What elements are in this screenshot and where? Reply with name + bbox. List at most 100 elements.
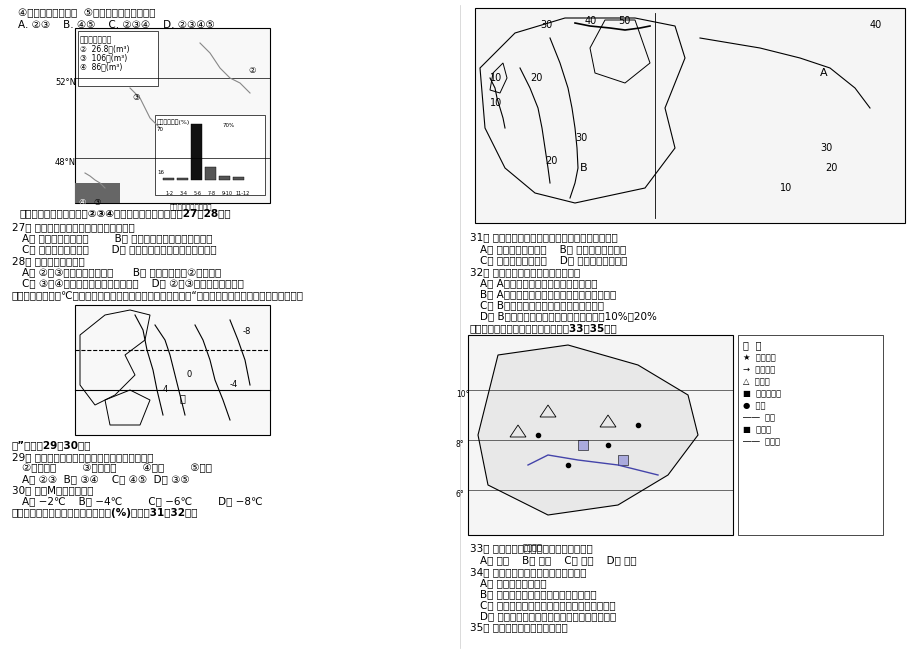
Text: ②  26.8亿(m³): ② 26.8亿(m³) bbox=[80, 44, 130, 53]
Text: 3-4: 3-4 bbox=[179, 191, 187, 196]
Text: ④  86亿(m³): ④ 86亿(m³) bbox=[80, 62, 122, 71]
Text: 图  例: 图 例 bbox=[743, 340, 761, 350]
Text: ■  森林和鼓动: ■ 森林和鼓动 bbox=[743, 389, 780, 398]
Text: D． B处固体降水占全年降水百分比可能是10%～20%: D． B处固体降水占全年降水百分比可能是10%～20% bbox=[480, 311, 656, 321]
Text: 内内亚湾: 内内亚湾 bbox=[522, 543, 542, 552]
Text: 50: 50 bbox=[618, 16, 630, 26]
Text: 40: 40 bbox=[869, 20, 881, 30]
Text: ③: ③ bbox=[131, 93, 140, 102]
Text: A． 北部地平耒业发达: A． 北部地平耒业发达 bbox=[480, 578, 546, 588]
Text: A． A处等値线向南凸出主要受地形影响: A． A处等値线向南凸出主要受地形影响 bbox=[480, 278, 596, 288]
Text: 10: 10 bbox=[490, 98, 502, 108]
Text: 40: 40 bbox=[584, 16, 596, 26]
Text: 33． 影响该国城市分布的主要区位因素是: 33． 影响该国城市分布的主要区位因素是 bbox=[470, 543, 592, 553]
Text: 水文站年径流量: 水文站年径流量 bbox=[80, 35, 112, 44]
Polygon shape bbox=[75, 183, 119, 203]
Text: 48°N: 48°N bbox=[55, 158, 76, 167]
Text: →  商品方向: → 商品方向 bbox=[743, 365, 775, 374]
Text: 10°: 10° bbox=[456, 390, 469, 399]
Text: A． 水源    B． 矿产    C． 交通    D． 农业: A． 水源 B． 矿产 C． 交通 D． 农业 bbox=[480, 555, 636, 565]
Bar bbox=[468, 335, 732, 535]
Text: A. ②③    B. ④⑤    C. ②③④    D. ②③④⑤: A. ②③ B. ④⑤ C. ②③④ D. ②③④⑤ bbox=[18, 20, 214, 30]
Bar bbox=[577, 440, 587, 450]
Text: 6°: 6° bbox=[456, 490, 464, 499]
Text: 11-12: 11-12 bbox=[235, 191, 249, 196]
Text: 32． 关于图中等値线说法，正确的是: 32． 关于图中等値线说法，正确的是 bbox=[470, 267, 580, 277]
Text: 30: 30 bbox=[574, 133, 586, 143]
Text: C． ③至④河段支流汇入少，下渗量大    D． ②至③河段的结冰期最长: C． ③至④河段支流汇入少，下渗量大 D． ②至③河段的结冰期最长 bbox=[22, 278, 244, 288]
Text: 29． 影响该图中气温等距平线走向的主要因素是: 29． 影响该图中气温等距平线走向的主要因素是 bbox=[12, 452, 153, 462]
Text: A: A bbox=[819, 68, 827, 78]
Text: 乌拉尔河流量季节分配: 乌拉尔河流量季节分配 bbox=[170, 203, 212, 210]
Bar bbox=[219, 176, 230, 180]
Text: ②纬度位置        ③海陆位置        ④地形        ⑤洋流: ②纬度位置 ③海陆位置 ④地形 ⑤洋流 bbox=[22, 463, 211, 473]
Text: 1-2: 1-2 bbox=[165, 191, 174, 196]
Text: 30: 30 bbox=[819, 143, 832, 153]
Text: 7-8: 7-8 bbox=[208, 191, 215, 196]
Text: 20: 20 bbox=[529, 73, 542, 83]
Text: 20: 20 bbox=[544, 156, 557, 166]
Text: 10: 10 bbox=[490, 73, 502, 83]
Text: 读乌拉尔河水系示意图，②③④为三个水文观测站，回等27～28题。: 读乌拉尔河水系示意图，②③④为三个水文观测站，回等27～28题。 bbox=[20, 208, 232, 218]
Text: ④位于莱茨河入海口  ⑤经济覆地拉盖整个欧洲: ④位于莱茨河入海口 ⑤经济覆地拉盖整个欧洲 bbox=[18, 8, 155, 18]
Bar bbox=[163, 178, 174, 180]
Text: B: B bbox=[579, 163, 587, 173]
Bar bbox=[78, 31, 158, 86]
Text: 70%: 70% bbox=[222, 123, 235, 128]
Bar bbox=[618, 455, 628, 465]
Text: 35． 该国发展工业，应重点发展: 35． 该国发展工业，应重点发展 bbox=[470, 622, 567, 632]
Text: △  前地矿: △ 前地矿 bbox=[743, 377, 769, 386]
Text: D． 南部是温带季风气候，南部是热带雨林气候: D． 南部是温带季风气候，南部是热带雨林气候 bbox=[480, 611, 616, 621]
Text: ④: ④ bbox=[78, 198, 85, 207]
Text: 读某国家经济活动分布示意图，回等33～35题。: 读某国家经济活动分布示意图，回等33～35题。 bbox=[470, 323, 617, 333]
Text: B． 各季均有降水，说明该国是发达国家: B． 各季均有降水，说明该国是发达国家 bbox=[480, 589, 596, 599]
Bar bbox=[737, 335, 882, 535]
Text: ③  106亿(m³): ③ 106亿(m³) bbox=[80, 53, 127, 62]
Text: C． 大型水库的建设，主要是水源沿河的径流量: C． 大型水库的建设，主要是水源沿河的径流量 bbox=[480, 600, 615, 610]
Text: 8°: 8° bbox=[456, 440, 464, 449]
Text: ――  鐵路: ―― 鐵路 bbox=[743, 413, 774, 422]
Bar bbox=[154, 115, 265, 195]
Text: ――  经济区: ―― 经济区 bbox=[743, 437, 779, 446]
Text: 16: 16 bbox=[157, 170, 164, 175]
Text: C． 全流域航运价值大       D． 补给水源主要为季节性积雪融水: C． 全流域航运价值大 D． 补给水源主要为季节性积雪融水 bbox=[22, 244, 216, 254]
Text: 30． 图中M点数值可能为: 30． 图中M点数值可能为 bbox=[12, 485, 94, 495]
Text: C． 由西南向东北增大    D． 由低纬向高纬减小: C． 由西南向东北增大 D． 由低纬向高纬减小 bbox=[480, 255, 627, 265]
Text: 气温距平（单位：℃）是指某地气温与同纬度平均气温之差，读“亚欧大陆部分地区某季节气温等距平线: 气温距平（单位：℃）是指某地气温与同纬度平均气温之差，读“亚欧大陆部分地区某季节… bbox=[12, 290, 303, 300]
Text: 34． 对该国地理特征的描述，正确的是: 34． 对该国地理特征的描述，正确的是 bbox=[470, 567, 586, 577]
Bar bbox=[75, 305, 269, 435]
Text: C． B处等値线闭合主要受海陆分布的影响: C． B处等値线闭合主要受海陆分布的影响 bbox=[480, 300, 604, 310]
Text: 30: 30 bbox=[539, 20, 551, 30]
Text: 31． 欧洲固体降水占年降水量百分比的分布特征是: 31． 欧洲固体降水占年降水量百分比的分布特征是 bbox=[470, 232, 617, 242]
Polygon shape bbox=[478, 345, 698, 515]
Bar bbox=[474, 8, 904, 223]
Text: ■  水电站: ■ 水电站 bbox=[743, 425, 770, 434]
Text: Ⓜ: Ⓜ bbox=[180, 393, 186, 403]
Text: A． 参与海陆间水循环        B． 径流量季节变化小年际变化大: A． 参与海陆间水循环 B． 径流量季节变化小年际变化大 bbox=[22, 233, 212, 243]
Text: 28． 下列叙述正确的是: 28． 下列叙述正确的是 bbox=[12, 256, 85, 266]
Text: B． A处等値线向南弯曲主要受海陆分布的影响: B． A处等値线向南弯曲主要受海陆分布的影响 bbox=[480, 289, 616, 299]
Text: 20: 20 bbox=[824, 163, 836, 173]
Text: 52°N: 52°N bbox=[55, 78, 76, 87]
Text: 10: 10 bbox=[779, 183, 791, 193]
Bar bbox=[205, 167, 216, 180]
Bar bbox=[176, 178, 187, 180]
Text: 读欧洲固体降水占全年降水百分比图(%)，完戕31～32题。: 读欧洲固体降水占全年降水百分比图(%)，完戕31～32题。 bbox=[12, 508, 199, 518]
Text: 4: 4 bbox=[163, 385, 168, 394]
Text: ★  农业产品: ★ 农业产品 bbox=[743, 353, 775, 362]
Text: A． ②至③河段水量不断增大      B． 活发水量导致②处水量小: A． ②至③河段水量不断增大 B． 活发水量导致②处水量小 bbox=[22, 267, 221, 277]
Text: -4: -4 bbox=[230, 380, 238, 389]
Text: 图”，回等29～30题。: 图”，回等29～30题。 bbox=[12, 440, 91, 450]
Text: -8: -8 bbox=[243, 327, 251, 336]
Text: 27． 下列关于乌拉尔河的叙述，正确的是: 27． 下列关于乌拉尔河的叙述，正确的是 bbox=[12, 222, 134, 232]
Bar bbox=[191, 124, 202, 180]
Text: ②: ② bbox=[248, 66, 255, 75]
Text: 70: 70 bbox=[157, 127, 164, 132]
Text: ③: ③ bbox=[93, 198, 100, 207]
Text: A． −2℃    B． −4℃        C． −6℃        D． −8℃: A． −2℃ B． −4℃ C． −6℃ D． −8℃ bbox=[22, 496, 262, 506]
Text: 径流量占年比(%): 径流量占年比(%) bbox=[157, 119, 190, 124]
Bar bbox=[75, 28, 269, 203]
Text: 5-6: 5-6 bbox=[193, 191, 201, 196]
Text: A． ②③  B． ③④    C． ④⑤  D． ③⑤: A． ②③ B． ③④ C． ④⑤ D． ③⑤ bbox=[22, 474, 189, 484]
Bar bbox=[233, 177, 244, 180]
